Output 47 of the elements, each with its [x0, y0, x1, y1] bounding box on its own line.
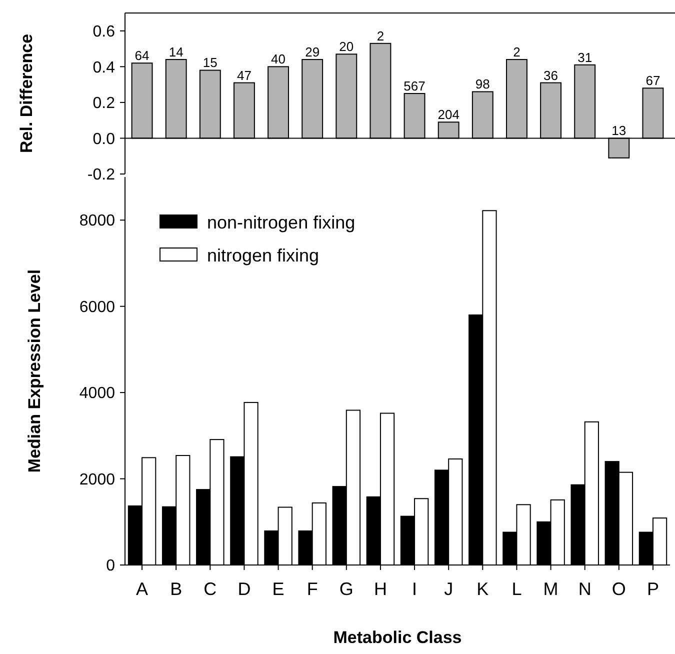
x-tick-label: A: [136, 579, 148, 599]
y-tick-label: 0.0: [92, 130, 116, 148]
y-tick-label: 0: [106, 558, 116, 575]
annotation: 47: [236, 68, 252, 83]
annotation: 567: [404, 78, 426, 94]
annotation: 14: [168, 44, 184, 60]
x-tick-label: N: [578, 579, 592, 599]
y-tick-label: 0.2: [92, 95, 116, 112]
y-tick-label: -0.2: [87, 166, 116, 184]
y-tick-label: 6000: [79, 298, 116, 316]
x-tick-label: C: [204, 579, 217, 599]
x-tick-label: P: [646, 579, 659, 599]
annotation: 29: [305, 44, 320, 60]
y-tick-label: 2000: [79, 471, 116, 488]
legend-label: nitrogen fixing: [207, 245, 320, 266]
x-tick-label: M: [543, 579, 558, 599]
y-tick-label: 0.6: [92, 23, 116, 40]
legend-label: non-nitrogen fixing: [207, 212, 356, 232]
y-tick-label: 8000: [79, 212, 116, 230]
annotation: 13: [612, 123, 626, 138]
y-axis-title: Rel. Difference: [17, 34, 36, 154]
x-tick-label: E: [272, 579, 284, 599]
annotation: 2: [513, 44, 520, 60]
x-tick-label: J: [444, 579, 454, 599]
annotation: 31: [578, 50, 592, 65]
annotation: 36: [544, 68, 558, 83]
y-axis-title: Median Expression Level: [25, 269, 44, 473]
annotation: 67: [646, 73, 660, 88]
x-tick-label: F: [306, 579, 318, 599]
x-tick-label: H: [374, 579, 387, 599]
x-tick-label: I: [412, 579, 418, 599]
annotation: 2: [376, 28, 384, 44]
x-tick-label: O: [612, 579, 626, 599]
annotation: 40: [271, 52, 286, 67]
x-tick-label: G: [339, 579, 354, 599]
annotation: 64: [134, 48, 150, 64]
annotation: 204: [438, 107, 460, 122]
x-tick-label: L: [512, 579, 522, 599]
x-tick-label: B: [170, 579, 182, 599]
annotation: 15: [202, 55, 218, 70]
x-tick-label: D: [238, 579, 251, 599]
annotation: 20: [339, 39, 354, 54]
y-tick-label: 0.4: [92, 59, 116, 76]
annotation: 98: [475, 76, 490, 92]
y-tick-label: 4000: [79, 385, 116, 402]
x-tick-label: K: [476, 579, 489, 599]
x-axis-title: Metabolic Class: [333, 628, 462, 647]
